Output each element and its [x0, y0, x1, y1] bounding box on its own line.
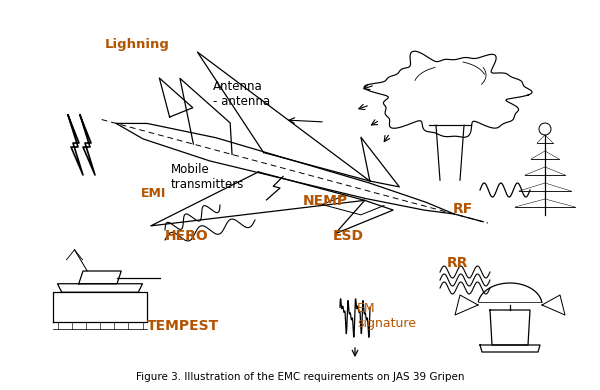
Text: EMI: EMI: [141, 186, 166, 200]
Text: HERO: HERO: [165, 229, 209, 243]
Text: ESD: ESD: [333, 229, 364, 243]
Text: NEMP: NEMP: [303, 194, 348, 208]
Text: EM
signature: EM signature: [357, 302, 416, 330]
Text: RR: RR: [447, 256, 469, 270]
Text: Antenna
- antenna: Antenna - antenna: [213, 80, 270, 108]
Text: Figure 3. Illustration of the EMC requirements on JAS 39 Gripen: Figure 3. Illustration of the EMC requir…: [136, 372, 464, 382]
Text: Mobile
transmitters: Mobile transmitters: [171, 163, 244, 191]
Text: Lighning: Lighning: [105, 38, 170, 51]
Text: TEMPEST: TEMPEST: [147, 319, 219, 333]
Text: RF: RF: [453, 202, 473, 216]
